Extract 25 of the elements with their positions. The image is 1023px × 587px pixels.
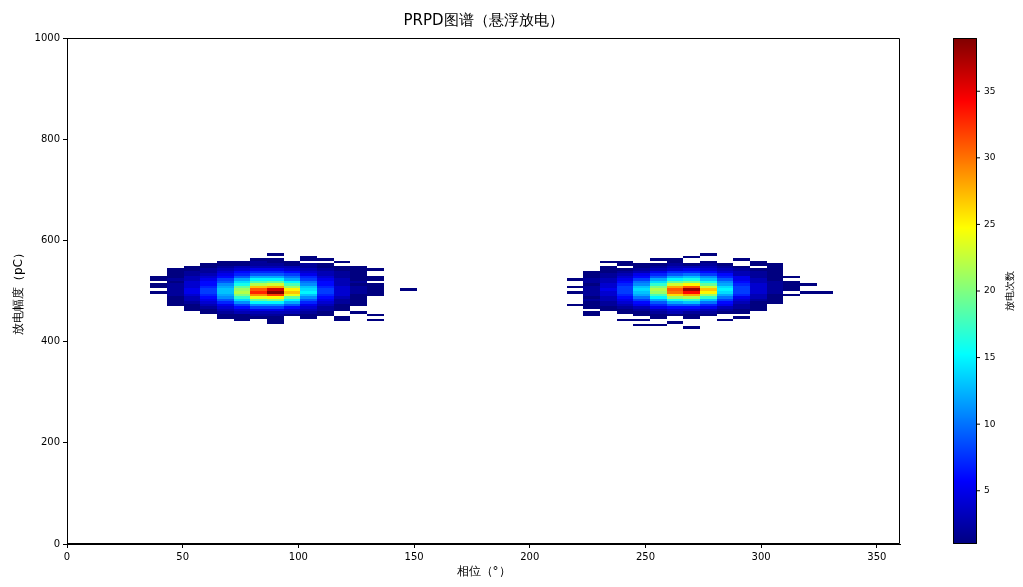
x-tick-label: 0	[63, 550, 71, 562]
color-bar-label: 30	[984, 152, 996, 163]
y-tick-label: 0	[53, 537, 60, 549]
x-axis-title: 相位（°）	[456, 563, 511, 578]
color-bar-title: 放电次数	[1003, 271, 1015, 311]
color-bar-label: 10	[984, 418, 996, 429]
y-tick-label: 600	[40, 233, 60, 245]
color-bar-label: 35	[984, 85, 996, 96]
x-tick-label: 200	[520, 550, 540, 562]
y-tick-label: 400	[40, 335, 60, 347]
color-bar-label: 5	[984, 485, 990, 496]
x-tick-label: 50	[176, 550, 190, 562]
x-tick-label: 250	[635, 550, 656, 562]
y-tick-label: 1000	[34, 31, 60, 43]
color-bar-label: 25	[984, 218, 996, 229]
y-axis-title: 放电幅度（pC）	[11, 247, 26, 335]
y-tick-label: 800	[40, 132, 60, 144]
chart-title: PRPD图谱（悬浮放电）	[403, 10, 564, 29]
x-tick-label: 350	[867, 550, 887, 562]
y-tick-label: 200	[40, 436, 60, 448]
color-bar-label: 20	[984, 285, 996, 296]
color-bar-label: 15	[984, 351, 996, 362]
x-tick-label: 150	[404, 550, 424, 562]
x-tick-label: 100	[288, 550, 308, 562]
x-tick-label: 300	[751, 550, 771, 562]
